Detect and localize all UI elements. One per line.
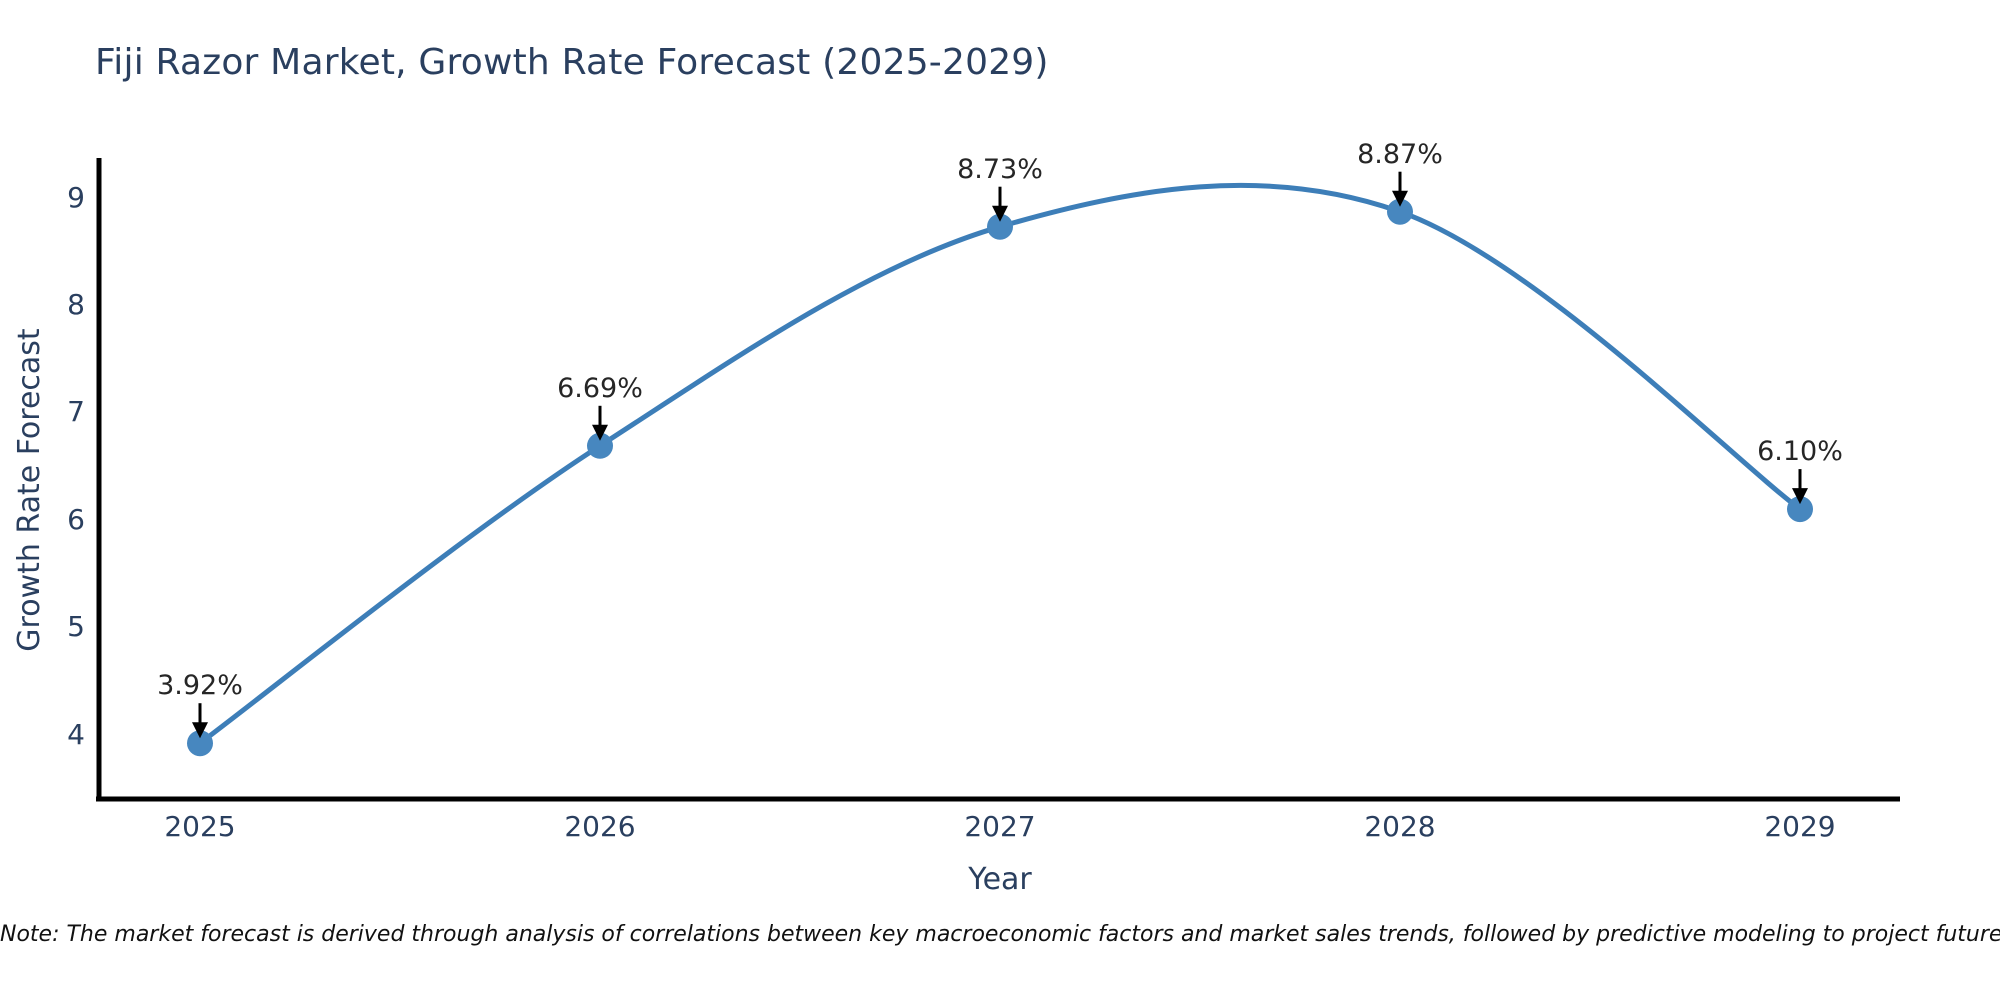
data-point-marker — [987, 213, 1013, 240]
y-tick-label: 8 — [67, 288, 85, 321]
y-tick-label: 9 — [67, 181, 85, 214]
y-tick-label: 6 — [67, 503, 85, 536]
data-point-marker — [187, 730, 213, 757]
y-tick-label: 7 — [67, 395, 85, 428]
y-tick-label: 4 — [67, 718, 85, 751]
x-tick-label: 2029 — [1764, 810, 1836, 843]
y-axis-title: Growth Rate Forecast — [12, 328, 47, 652]
annotation-arrow-head — [1792, 488, 1808, 505]
data-point-marker — [587, 432, 613, 459]
forecast-line — [197, 182, 1803, 746]
y-tick-label: 5 — [67, 610, 85, 643]
x-tick-label: 2025 — [164, 810, 236, 843]
data-point-marker — [1387, 198, 1413, 225]
point-value-label: 3.92% — [157, 670, 243, 701]
annotation-arrow-head — [192, 722, 208, 739]
data-point-marker — [1787, 496, 1813, 523]
x-tick-label: 2027 — [964, 810, 1036, 843]
x-axis-title: Year — [968, 862, 1032, 897]
annotation-arrow-head — [992, 205, 1008, 222]
point-value-label: 8.87% — [1357, 139, 1443, 170]
chart-title: Fiji Razor Market, Growth Rate Forecast … — [95, 42, 1049, 83]
point-value-label: 8.73% — [957, 154, 1043, 185]
point-value-label: 6.10% — [1757, 436, 1843, 467]
point-value-label: 6.69% — [557, 373, 643, 404]
annotation-arrow-head — [592, 424, 608, 441]
x-tick-label: 2028 — [1364, 810, 1436, 843]
footnote: Note: The market forecast is derived thr… — [0, 922, 2000, 947]
x-tick-label: 2026 — [564, 810, 636, 843]
annotation-arrow-head — [1392, 190, 1408, 207]
